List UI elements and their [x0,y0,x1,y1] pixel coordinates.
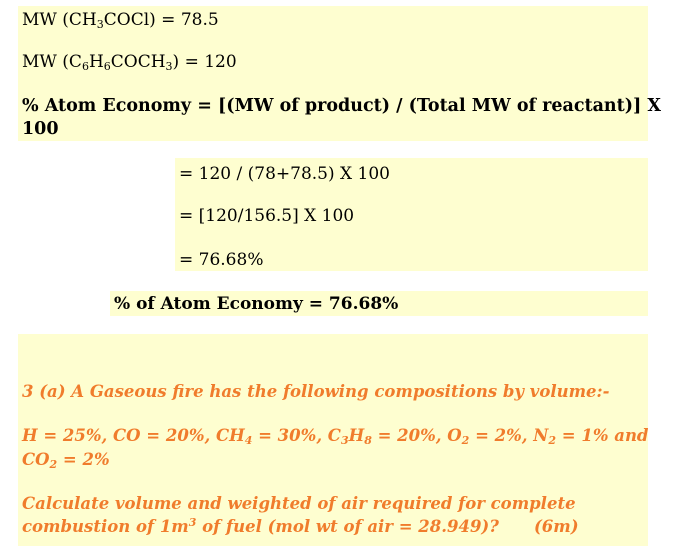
calculate-line-1: Calculate volume and weighted of air req… [22,494,576,513]
mw-acetophenone: MW (C6H6COCH3) = 120 [22,52,237,73]
calc-step-1: = 120 / (78+78.5) X 100 [179,164,390,184]
calc-step-3: = 76.68% [179,250,264,270]
mw-block [18,6,648,141]
atom-economy-formula-line1: % Atom Economy = [(MW of product) / (Tot… [22,96,661,116]
composition-line-1: H = 25%, CO = 20%, CH4 = 30%, C3H8 = 20%… [22,426,649,447]
question-marks: (6m) [534,517,579,536]
calc-step-2: = [120/156.5] X 100 [179,206,355,226]
atom-economy-formula-line2: 100 [22,119,59,139]
calculate-line-2: combustion of 1m3 of fuel (mol wt of air… [22,516,499,536]
result-block [110,291,648,316]
question-block [18,334,648,546]
question-title: 3 (a) A Gaseous fire has the following c… [22,382,610,401]
atom-economy-result: % of Atom Economy = 76.68% [114,294,399,314]
composition-line-2: CO2 = 2% [22,450,110,471]
mw-acetyl-chloride: MW (CH3COCl) = 78.5 [22,10,219,31]
calc-block [175,158,648,271]
